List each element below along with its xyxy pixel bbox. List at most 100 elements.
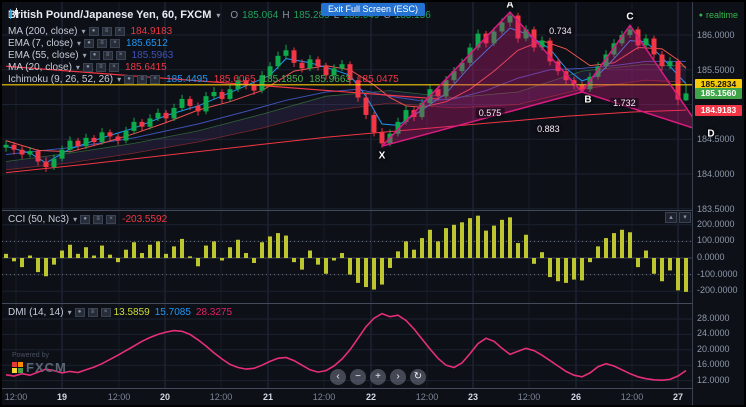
- dmi-values: 13.5859 15.7085 28.3275: [114, 307, 232, 318]
- study-name[interactable]: Ichimoku (9, 26, 52, 26): [8, 73, 114, 85]
- open-value: 185.064: [242, 9, 279, 21]
- powered-by-text: Powered by: [12, 352, 49, 359]
- settings-icon[interactable]: ≡: [97, 38, 108, 48]
- eye-icon[interactable]: ●: [89, 50, 100, 60]
- time-label: 12:00: [517, 392, 541, 402]
- xabcd-pattern-drawing: [381, 11, 692, 147]
- price-badge: 185.1560: [695, 88, 742, 100]
- chevron-down-icon[interactable]: ▾: [82, 50, 87, 60]
- settings-icon[interactable]: ≡: [101, 26, 112, 36]
- main-chart-canvas[interactable]: [2, 2, 692, 210]
- close-icon[interactable]: ×: [100, 307, 111, 317]
- cci-pane[interactable]: [2, 210, 692, 304]
- chevron-down-icon[interactable]: ▾: [77, 38, 82, 48]
- dmi-study-name[interactable]: DMI (14, 14): [8, 306, 64, 318]
- cci-histogram: [4, 215, 688, 292]
- close-icon[interactable]: ×: [150, 74, 161, 84]
- cci-canvas[interactable]: [2, 211, 692, 303]
- close-icon[interactable]: ×: [114, 26, 125, 36]
- study-name[interactable]: EMA (7, close): [8, 37, 74, 49]
- settings-icon[interactable]: ≡: [95, 62, 106, 72]
- settings-icon[interactable]: ≡: [137, 74, 148, 84]
- price-badge: 185.2834: [695, 79, 742, 91]
- time-axis[interactable]: 12:00 19 12:00 20 12:00 21 12:00 22 12:00 23 12:00…: [2, 388, 692, 405]
- chevron-down-icon[interactable]: ▾: [117, 74, 122, 84]
- eye-icon[interactable]: ●: [82, 62, 93, 72]
- trendline-drawing: [5, 65, 439, 100]
- eye-icon[interactable]: ●: [124, 74, 135, 84]
- price-label: 185.5000: [697, 64, 735, 75]
- exit-fullscreen-button[interactable]: Exit Full Screen (ESC): [320, 3, 426, 16]
- time-label: 12:00: [4, 392, 28, 402]
- study-value: 185.6065: [213, 73, 256, 85]
- move-pane-up-button[interactable]: ▴: [665, 212, 677, 223]
- dmi-axis-label: 24.0000: [697, 328, 730, 339]
- chevron-down-icon[interactable]: ▾: [81, 26, 86, 36]
- eye-icon[interactable]: ●: [84, 38, 95, 48]
- close-icon[interactable]: ×: [110, 38, 121, 48]
- study-value: 28.3275: [195, 306, 233, 318]
- dmi-legend-row: DMI (14, 14) ▾ ● ≡ × 13.5859 15.7085 28.32…: [8, 306, 232, 318]
- price-label: 183.5000: [697, 203, 735, 214]
- settings-icon[interactable]: ≡: [87, 307, 98, 317]
- chart-style-icon: [9, 8, 18, 19]
- price-axis[interactable]: 186.0000 185.5000 184.5000 184.0000 183.5000…: [692, 2, 744, 405]
- time-label: 12:00: [620, 392, 644, 402]
- open-label: O: [230, 9, 239, 21]
- cci-study-name[interactable]: CCI (50, Nc3): [8, 213, 70, 225]
- study-value: 185.6512: [126, 37, 168, 49]
- fxcm-watermark: Powered by FXCM: [12, 352, 67, 375]
- price-label: 186.0000: [697, 30, 735, 40]
- eye-icon[interactable]: ●: [80, 214, 91, 224]
- study-value: 185.0475: [356, 73, 399, 85]
- settings-icon[interactable]: ≡: [93, 214, 104, 224]
- study-value: 13.5859: [113, 306, 150, 318]
- zoom-out-button[interactable]: −: [350, 369, 366, 385]
- study-name[interactable]: MA (200, close): [8, 25, 78, 37]
- close-icon[interactable]: ×: [115, 50, 126, 60]
- study-value: 185.9663: [309, 73, 351, 85]
- chevron-down-icon[interactable]: ▾: [73, 214, 78, 224]
- symbol-title[interactable]: British Pound/Japanese Yen, 60, FXCM: [8, 9, 212, 21]
- dmi-pane[interactable]: [2, 303, 692, 389]
- study-name[interactable]: EMA (55, close): [8, 49, 79, 61]
- cci-legend-row: CCI (50, Nc3) ▾ ● ≡ × -203.5592: [8, 213, 167, 225]
- time-label: 12:00: [415, 392, 439, 402]
- time-label: 27: [672, 392, 684, 402]
- price-badge: 184.9183: [695, 104, 742, 116]
- study-row: EMA (7, close) ▾ ● ≡ × 185.6512: [8, 37, 431, 49]
- dmi-axis-label: 12.0000: [697, 374, 730, 385]
- close-icon[interactable]: ×: [108, 62, 119, 72]
- chevron-down-icon[interactable]: ▾: [67, 307, 72, 317]
- dmi-canvas[interactable]: [2, 304, 692, 388]
- study-legend: MA (200, close) ▾ ● ≡ × 184.9183 EMA (7, close…: [8, 25, 431, 85]
- cci-axis-label: -200.0000: [697, 285, 738, 296]
- study-name[interactable]: MA (20, close): [8, 61, 72, 73]
- study-row: MA (200, close) ▾ ● ≡ × 184.9183: [8, 25, 431, 37]
- realtime-dot-icon: ●: [698, 11, 703, 19]
- time-label: 23: [467, 392, 479, 402]
- dmi-axis-label: 16.0000: [697, 359, 730, 370]
- time-label: 21: [262, 392, 274, 402]
- cci-axis-label: -100.0000: [697, 268, 738, 279]
- time-label: 20: [159, 392, 171, 402]
- eye-icon[interactable]: ●: [88, 26, 99, 36]
- move-pane-down-button[interactable]: ▾: [679, 212, 691, 223]
- reset-zoom-button[interactable]: ↻: [410, 369, 426, 385]
- settings-icon[interactable]: ≡: [102, 50, 113, 60]
- scroll-left-button[interactable]: ‹: [330, 369, 346, 385]
- study-row: MA (20, close) ▾ ● ≡ × 185.6415: [8, 61, 431, 73]
- scroll-right-button[interactable]: ›: [390, 369, 406, 385]
- zoom-in-button[interactable]: +: [370, 369, 386, 385]
- close-icon[interactable]: ×: [106, 214, 117, 224]
- eye-icon[interactable]: ●: [74, 307, 85, 317]
- study-value: 185.4495: [166, 73, 208, 85]
- chevron-down-icon[interactable]: ▾: [75, 62, 80, 72]
- chevron-down-icon[interactable]: ▾: [216, 10, 221, 20]
- price-label: 184.0000: [697, 169, 735, 179]
- study-value: 184.9183: [130, 25, 173, 37]
- study-value: 185.5963: [131, 49, 174, 61]
- fxcm-logo-icon: [12, 362, 23, 373]
- time-label: 26: [570, 392, 582, 402]
